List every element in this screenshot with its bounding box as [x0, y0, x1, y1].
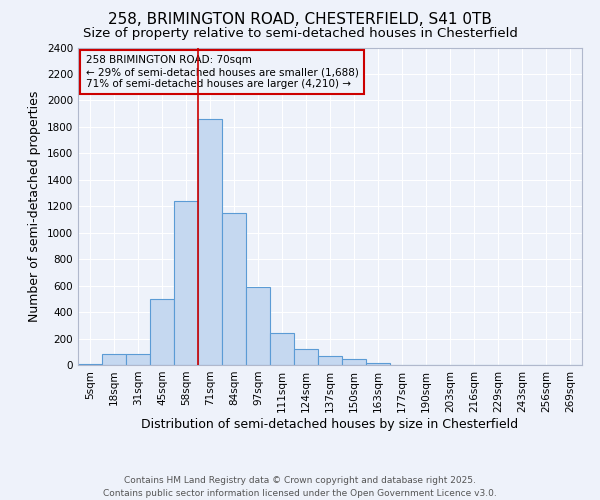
Bar	[78, 364, 102, 365]
Bar	[150, 299, 174, 365]
Text: Contains HM Land Registry data © Crown copyright and database right 2025.
Contai: Contains HM Land Registry data © Crown c…	[103, 476, 497, 498]
Bar	[102, 354, 126, 365]
Bar	[342, 359, 366, 365]
Bar	[366, 363, 390, 365]
X-axis label: Distribution of semi-detached houses by size in Chesterfield: Distribution of semi-detached houses by …	[142, 418, 518, 430]
Bar	[126, 354, 150, 365]
Text: Size of property relative to semi-detached houses in Chesterfield: Size of property relative to semi-detach…	[83, 28, 517, 40]
Bar	[270, 333, 294, 365]
Bar	[246, 287, 270, 365]
Text: 258 BRIMINGTON ROAD: 70sqm
← 29% of semi-detached houses are smaller (1,688)
71%: 258 BRIMINGTON ROAD: 70sqm ← 29% of semi…	[86, 56, 358, 88]
Bar	[198, 119, 222, 365]
Bar	[318, 356, 342, 365]
Bar	[174, 201, 198, 365]
Bar	[222, 213, 246, 365]
Text: 258, BRIMINGTON ROAD, CHESTERFIELD, S41 0TB: 258, BRIMINGTON ROAD, CHESTERFIELD, S41 …	[108, 12, 492, 28]
Bar	[294, 349, 318, 365]
Y-axis label: Number of semi-detached properties: Number of semi-detached properties	[28, 90, 41, 322]
